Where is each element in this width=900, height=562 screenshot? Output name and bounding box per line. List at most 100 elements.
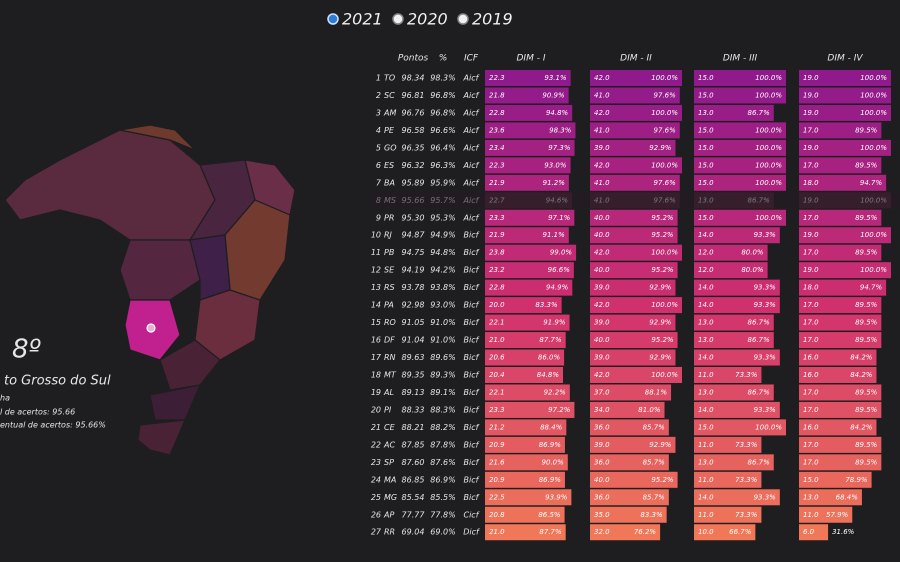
year-radio[interactable] bbox=[392, 13, 404, 25]
dim-percent: 92.9% bbox=[649, 284, 672, 292]
dim-value: 13.0 bbox=[698, 458, 714, 466]
table-row[interactable]: 8 MS 95.66 95.7% Aicf 22.7 94.6% 41.0 97.6% 13.0 8… bbox=[372, 192, 900, 209]
percent: 93.8% bbox=[430, 283, 455, 292]
dim-value: 21.2 bbox=[489, 423, 505, 431]
rank: 5 bbox=[376, 143, 381, 152]
dim-percent: 98.3% bbox=[549, 126, 572, 134]
dim-value: 16.0 bbox=[803, 371, 819, 379]
dim-bar bbox=[799, 139, 891, 156]
table-row[interactable]: 10 RJ 94.87 94.9% Bicf 21.9 91.1% 40.0 95.2% 14.0… bbox=[371, 227, 891, 244]
dim-bar bbox=[694, 70, 786, 86]
dim-value: 19.0 bbox=[803, 74, 819, 82]
state: AL bbox=[383, 388, 394, 397]
dim-value: 11.0 bbox=[698, 371, 714, 379]
dim-percent: 73.3% bbox=[735, 441, 758, 449]
dim-percent: 89.5% bbox=[855, 406, 878, 414]
dim-value: 15.0 bbox=[698, 91, 714, 99]
dim-bar bbox=[485, 174, 569, 191]
dim-percent: 88.4% bbox=[540, 423, 563, 431]
table-row[interactable]: 27 RR 69.04 69.0% Dicf 21.0 87.7% 32.0 76.2% 10.0… bbox=[371, 524, 855, 541]
table-row[interactable]: 21 CE 88.21 88.2% Bicf 21.2 88.4% 36.0 85.7% 15.0… bbox=[371, 419, 877, 436]
table-row[interactable]: 19 AL 89.13 89.1% Bicf 22.1 92.2% 37.0 88.1% 13.0… bbox=[371, 384, 882, 401]
dim-bar bbox=[590, 174, 680, 191]
dim-percent: 100.0% bbox=[860, 144, 887, 152]
rank: 7 bbox=[376, 178, 382, 187]
table-row[interactable]: 13 RS 93.78 93.8% Bicf 22.8 94.9% 39.0 92.9% 14.0… bbox=[371, 279, 887, 296]
dim-percent: 89.5% bbox=[855, 388, 878, 396]
state: PR bbox=[384, 213, 394, 222]
table-row[interactable]: 3 AM 96.76 96.8% Aicf 22.8 94.8% 42.0 100.0% 13.0… bbox=[376, 104, 891, 121]
dim-percent: 89.5% bbox=[855, 458, 878, 466]
icf: Bicf bbox=[464, 353, 480, 362]
year-radio[interactable] bbox=[327, 13, 339, 25]
year-radio[interactable] bbox=[457, 13, 469, 25]
icf: Bicf bbox=[464, 266, 480, 275]
points: 89.13 bbox=[402, 388, 425, 397]
table-row[interactable]: 18 MT 89.35 89.3% Bicf 20.4 84.8% 42.0 100.0% 11.… bbox=[371, 366, 877, 383]
icf: Dicf bbox=[463, 528, 480, 537]
dim-bar bbox=[590, 244, 682, 261]
dim-bar bbox=[485, 104, 573, 121]
dim-bar bbox=[694, 366, 762, 383]
year-label[interactable]: 2021 bbox=[342, 10, 383, 29]
table-row[interactable]: 7 BA 95.89 95.9% Aicf 21.9 91.2% 41.0 97.6% 15.0 1… bbox=[376, 174, 887, 191]
table-row[interactable]: 15 RO 91.05 91.0% Bicf 22.1 91.9% 39.0 92.9% 13.0… bbox=[371, 314, 882, 331]
dim-percent: 86.7% bbox=[748, 388, 771, 396]
map-region bbox=[137, 419, 186, 456]
table-row[interactable]: 5 GO 96.35 96.4% Aicf 23.4 97.3% 39.0 92.9% 15.0 1… bbox=[376, 139, 891, 156]
dim-value: 17.0 bbox=[803, 406, 819, 414]
dim-value: 13.0 bbox=[803, 493, 819, 501]
dim-bar bbox=[485, 209, 575, 226]
dim-bar bbox=[485, 87, 569, 104]
table-row[interactable]: 17 RN 89.63 89.6% Bicf 20.6 86.0% 39.0 92.9% 14.0… bbox=[371, 349, 877, 366]
dim-bar bbox=[694, 122, 786, 139]
year-label[interactable]: 2019 bbox=[472, 10, 513, 29]
table-row[interactable]: 14 PA 92.98 93.0% Bicf 20.0 83.3% 42.0 100.0% 14.… bbox=[371, 297, 882, 314]
dim-bar bbox=[590, 104, 682, 121]
table-row[interactable]: 4 PE 96.58 96.6% Aicf 23.6 98.3% 41.0 97.6% 15.0 1… bbox=[376, 122, 882, 139]
rank: 22 bbox=[371, 440, 381, 449]
dim-bar bbox=[590, 454, 669, 471]
dim-bar bbox=[694, 384, 774, 401]
dim-bar bbox=[694, 471, 762, 488]
percent: 96.8% bbox=[430, 91, 455, 100]
dim-value: 22.8 bbox=[489, 284, 505, 292]
dim-value: 20.9 bbox=[489, 476, 505, 484]
table-row[interactable]: 6 ES 96.32 96.3% Aicf 22.3 93.0% 42.0 100.0% 15.0… bbox=[376, 157, 882, 174]
year-label[interactable]: 2020 bbox=[407, 10, 448, 29]
table-row[interactable]: 24 MA 86.85 86.9% Bicf 20.9 86.9% 40.0 95.2% 11.0… bbox=[371, 471, 872, 488]
table-row[interactable]: 2 SC 96.81 96.8% Aicf 21.8 90.9% 41.0 97.6% 15.0 1… bbox=[376, 87, 891, 104]
table-row[interactable]: 20 PI 88.33 88.3% Bicf 23.3 97.2% 34.0 81.0% 14.0… bbox=[371, 401, 882, 418]
icf: Aicf bbox=[463, 91, 480, 100]
dim-bar bbox=[485, 436, 565, 453]
dim-value: 34.0 bbox=[594, 406, 610, 414]
rank: 9 bbox=[376, 213, 381, 222]
table-row[interactable]: 26 AP 77.77 77.8% Cicf 20.8 86.5% 35.0 83.3% 11.0… bbox=[371, 506, 853, 523]
dim-bar bbox=[485, 471, 565, 488]
points: 92.98 bbox=[402, 301, 425, 310]
dim-percent: 92.2% bbox=[544, 388, 567, 396]
dim-value: 39.0 bbox=[594, 144, 610, 152]
points: 88.21 bbox=[402, 423, 425, 432]
percent: 96.4% bbox=[430, 143, 455, 152]
table-row[interactable]: 16 DF 91.04 91.0% Bicf 21.0 87.7% 40.0 95.2% 13.0… bbox=[371, 332, 882, 349]
header-dim: DIM - II bbox=[620, 54, 652, 64]
header-points: Pontos bbox=[398, 54, 429, 64]
dim-bar bbox=[590, 489, 669, 506]
dim-value: 13.0 bbox=[698, 388, 714, 396]
icf: Bicf bbox=[464, 248, 480, 257]
table-row[interactable]: 23 SP 87.60 87.6% Bicf 21.6 90.0% 36.0 85.7% 13.0… bbox=[371, 454, 882, 471]
dim-percent: 86.5% bbox=[538, 511, 561, 519]
table-row[interactable]: 11 PB 94.75 94.8% Bicf 23.8 99.0% 42.0 100.0% 12.… bbox=[371, 244, 882, 261]
table-row[interactable]: 9 PR 95.30 95.3% Aicf 23.3 97.1% 40.0 95.2% 15.0 1… bbox=[376, 209, 882, 226]
points: 89.35 bbox=[402, 370, 425, 379]
dim-value: 37.0 bbox=[594, 388, 610, 396]
dim-bar bbox=[694, 227, 780, 244]
table-row[interactable]: 1 TO 98.34 98.3% Aicf 22.3 93.1% 42.0 100.0% 15.0… bbox=[376, 70, 891, 86]
table-row[interactable]: 12 SE 94.19 94.2% Bicf 23.2 96.6% 40.0 95.2% 12.0… bbox=[371, 262, 891, 279]
dim-percent: 84.2% bbox=[850, 423, 873, 431]
percent: 91.0% bbox=[430, 336, 455, 345]
table-row[interactable]: 25 MG 85.54 85.5% Bicf 22.5 93.9% 36.0 85.7% 14.0… bbox=[371, 489, 862, 506]
table-row[interactable]: 22 AC 87.85 87.8% Bicf 20.9 86.9% 39.0 92.9% 11.0… bbox=[371, 436, 882, 453]
